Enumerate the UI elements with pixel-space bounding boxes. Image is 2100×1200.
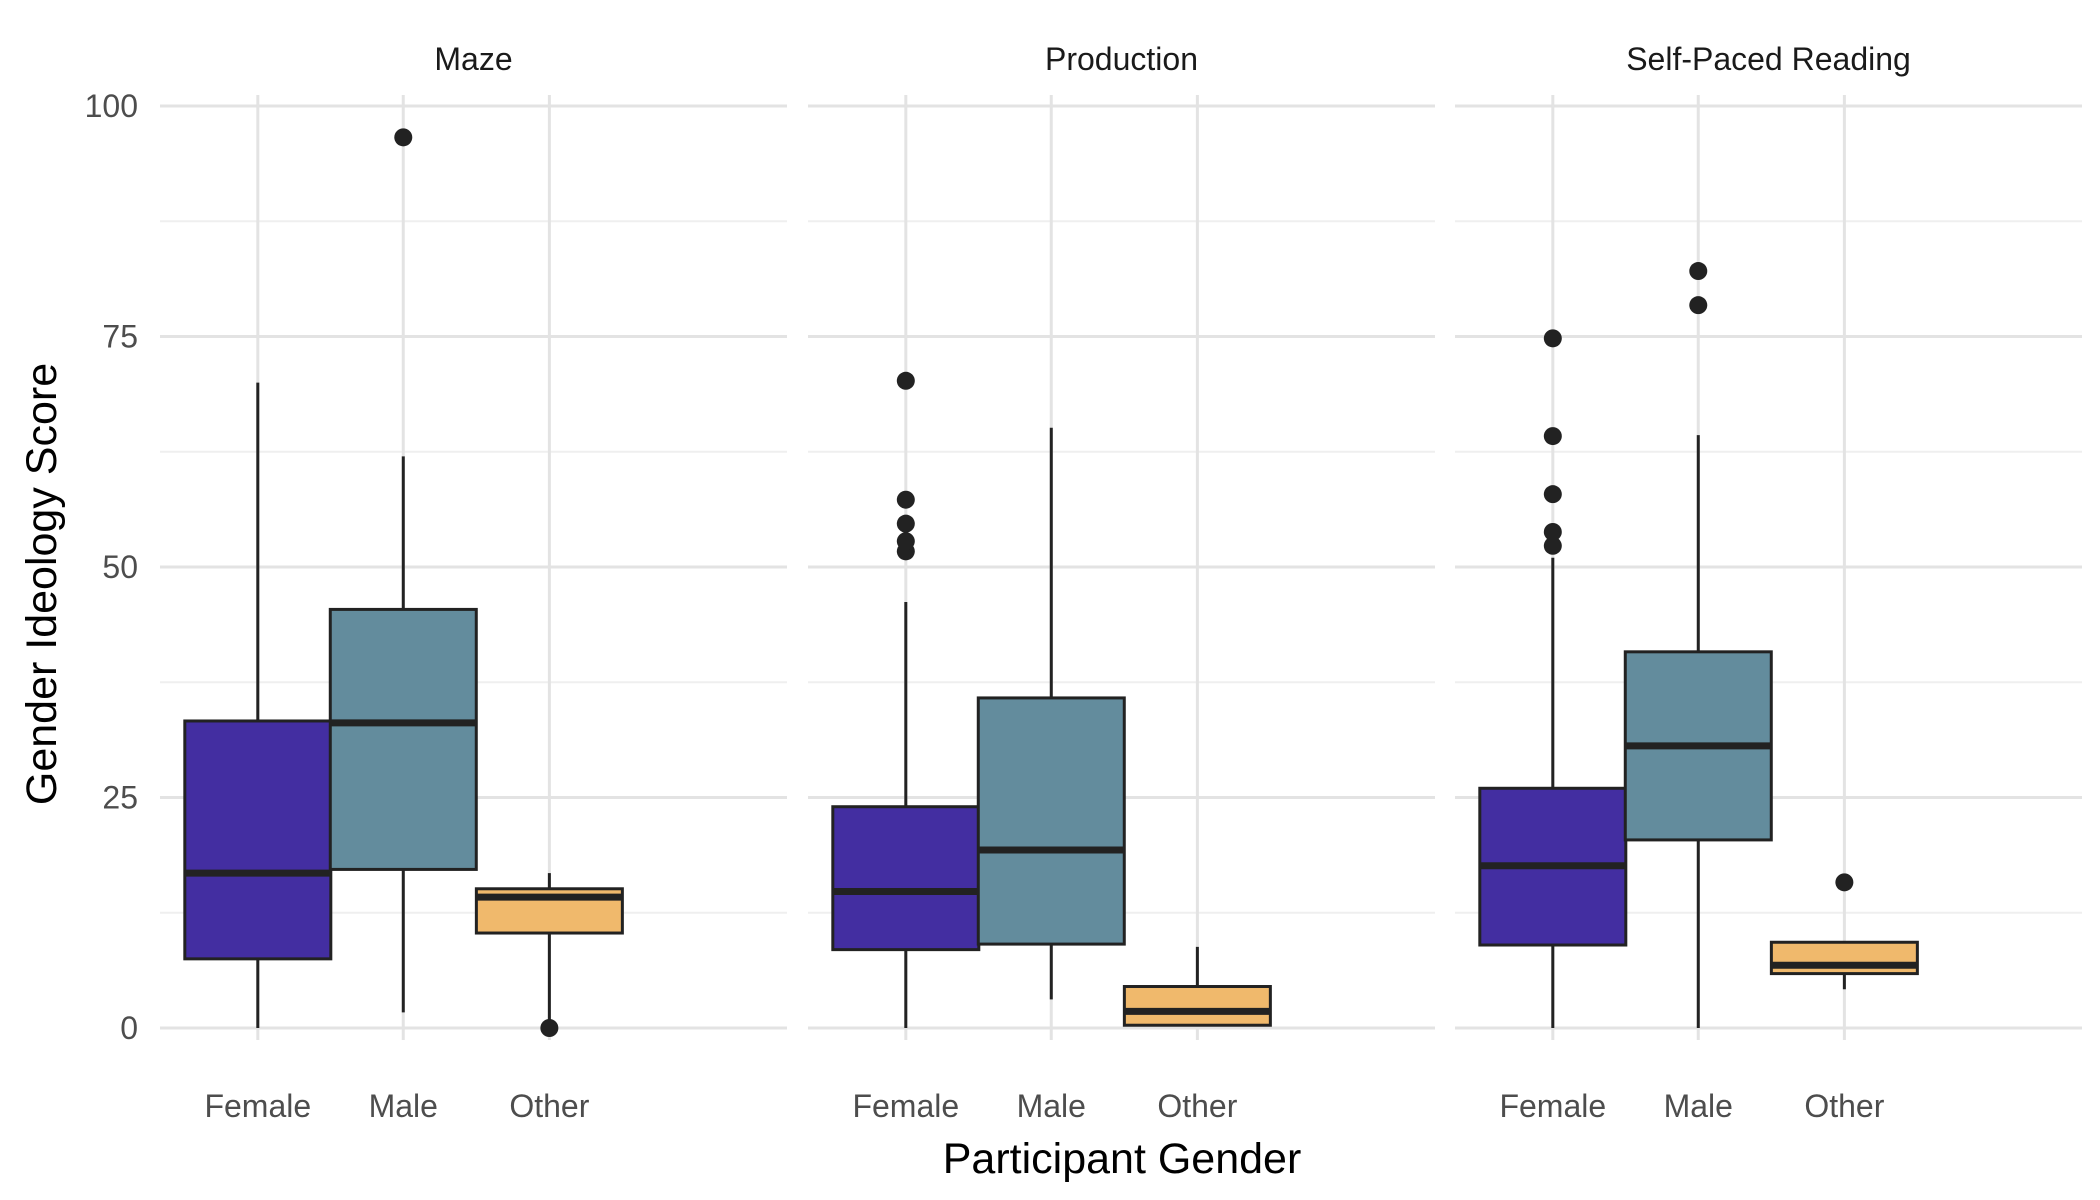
y-tick-label: 100 [85, 88, 138, 124]
outlier-point [1543, 427, 1562, 446]
y-tick-label: 25 [102, 780, 138, 816]
x-tick-label: Female [1499, 1088, 1606, 1124]
outlier-point [1543, 329, 1562, 348]
box-female [831, 371, 981, 1028]
outlier-point [896, 371, 915, 390]
outlier-point [896, 532, 915, 551]
x-axis-title: Participant Gender [943, 1135, 1302, 1183]
box-other [1769, 873, 1919, 990]
outlier-point [1543, 485, 1562, 504]
x-tick-label: Other [509, 1088, 589, 1124]
y-tick-label: 0 [120, 1010, 138, 1046]
x-tick-label: Male [1017, 1088, 1086, 1124]
facet-title: Self-Paced Reading [1626, 41, 1911, 77]
x-tick-label: Female [852, 1088, 959, 1124]
outlier-point [394, 128, 413, 147]
y-axis-title: Gender Ideology Score [18, 363, 66, 805]
box-body [1769, 940, 1919, 976]
box-male [328, 128, 478, 1013]
outlier-point [1835, 873, 1854, 892]
x-tick-label: Other [1804, 1088, 1884, 1124]
box-female [183, 382, 333, 1028]
box-body [183, 719, 333, 961]
facet-title: Maze [434, 41, 512, 77]
box-male [1623, 262, 1773, 1028]
box-body [831, 805, 981, 952]
y-tick-label: 75 [102, 319, 138, 355]
outlier-point [1543, 536, 1562, 555]
box-female [1478, 329, 1628, 1028]
box-other [474, 873, 624, 1037]
outlier-point [1689, 262, 1708, 281]
box-body [1122, 985, 1272, 1027]
box-other [1122, 946, 1272, 1027]
outlier-point [896, 514, 915, 533]
box-layer [183, 128, 1919, 1037]
x-tick-label: Female [204, 1088, 311, 1124]
x-tick-label: Male [1664, 1088, 1733, 1124]
box-body [976, 696, 1126, 946]
outlier-point [540, 1019, 559, 1037]
outlier-point [896, 490, 915, 509]
x-tick-label: Other [1157, 1088, 1237, 1124]
outlier-point [1689, 296, 1708, 315]
facet-title: Production [1045, 41, 1198, 77]
box-body [328, 607, 478, 871]
box-male [976, 427, 1126, 1000]
y-tick-label: 50 [102, 549, 138, 585]
outlier-point [1543, 522, 1562, 541]
x-tick-label: Male [369, 1088, 438, 1124]
label-layer: 0 25 50 75 100 Female Male Other Maze Female Male O… [85, 41, 1911, 1124]
